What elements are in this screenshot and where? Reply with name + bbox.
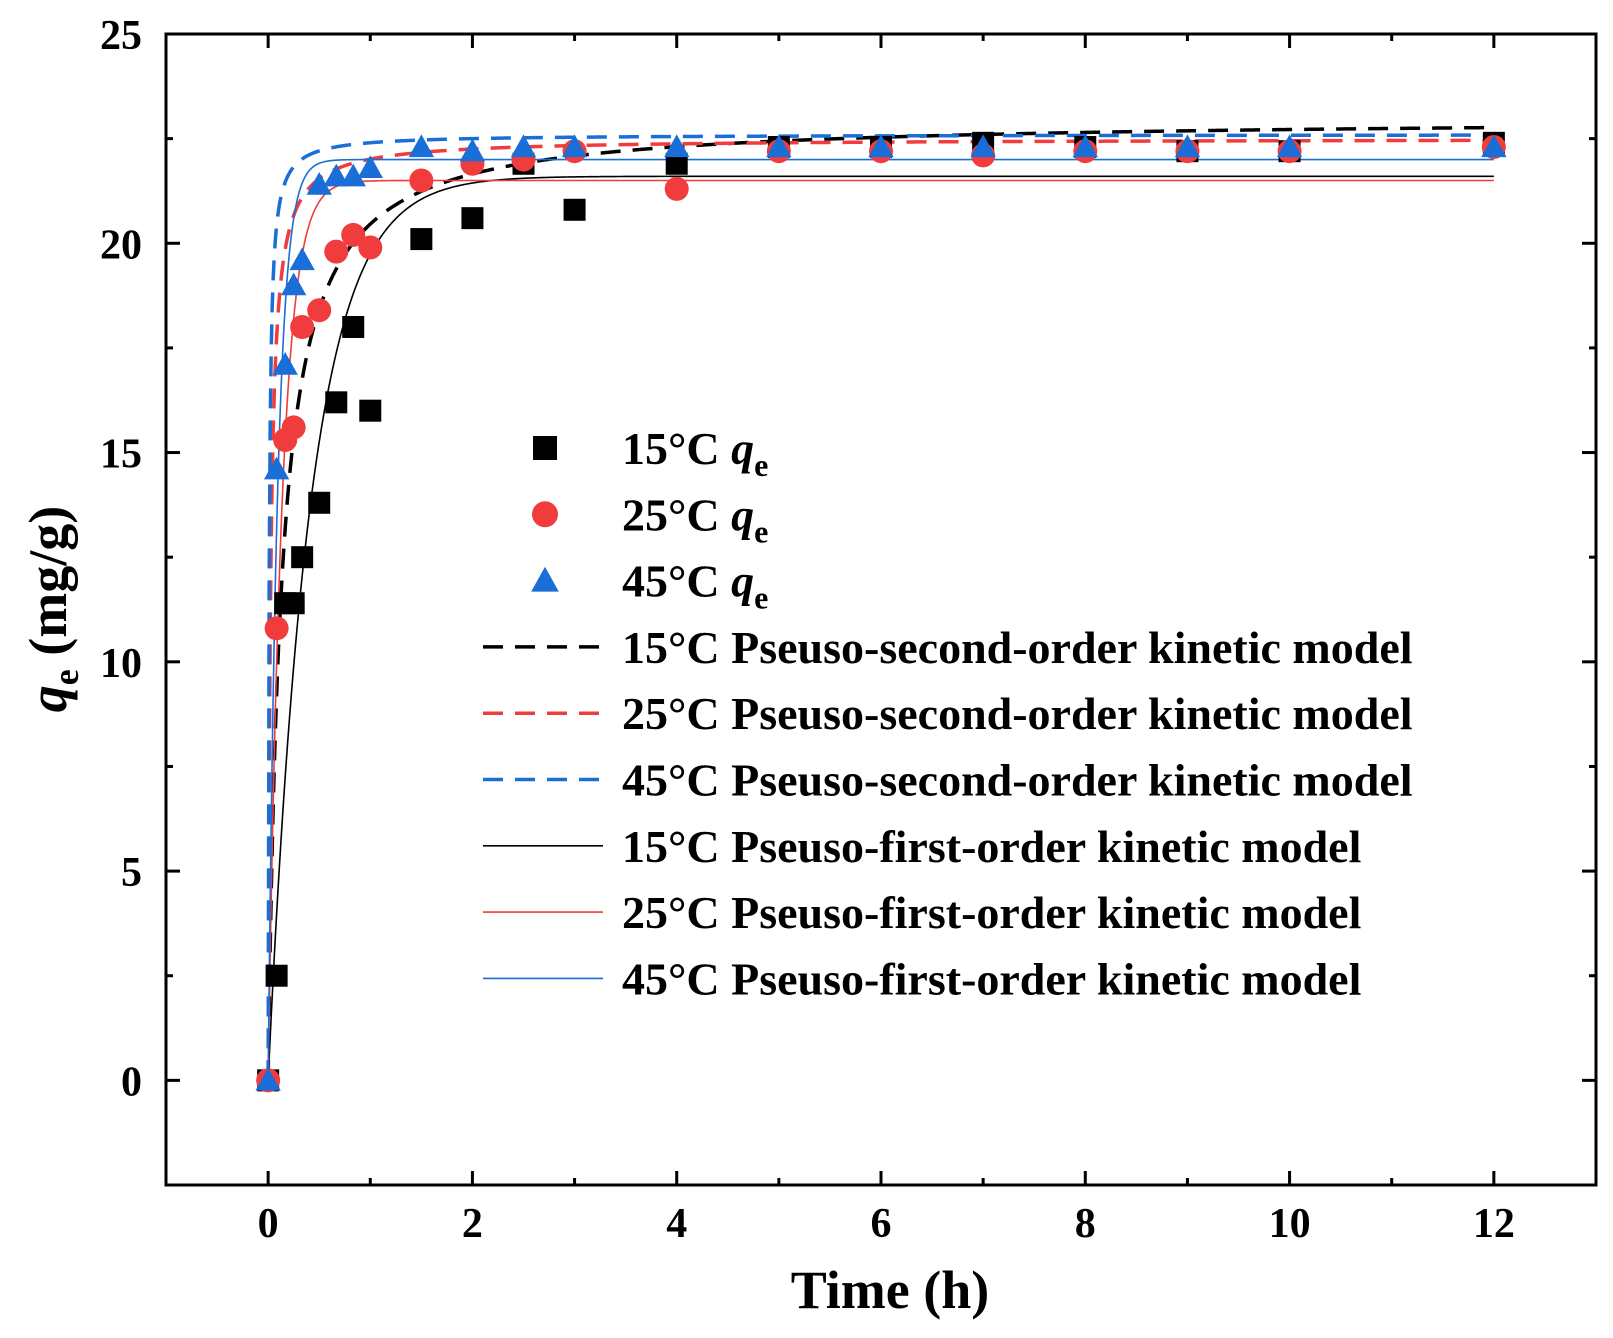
triangle-point xyxy=(1276,134,1303,158)
triangle-point xyxy=(766,134,792,158)
curve-pso-0 xyxy=(266,125,1494,1081)
triangle-point xyxy=(306,172,332,195)
triangle-point xyxy=(255,1067,281,1091)
y-axis-title: qe (mg/g) xyxy=(18,506,86,712)
x-tick-label: 12 xyxy=(1473,1201,1515,1247)
circle-point xyxy=(409,168,434,193)
x-tick-label: 8 xyxy=(1075,1201,1096,1247)
circle-point xyxy=(664,176,689,201)
curve-pso-2 xyxy=(266,133,1494,1081)
triangle-point xyxy=(289,247,315,271)
triangle-point xyxy=(340,163,366,187)
square-point xyxy=(410,228,433,251)
triangle-point xyxy=(408,134,435,158)
axis-ticks: 0 2 4 6 8 10 12 0 5 10 15 20 25 xyxy=(100,13,1598,1247)
legend-label: 45°C Pseuso-second-order kinetic model xyxy=(622,755,1413,806)
curve-pfo-4 xyxy=(267,179,1494,1081)
legend-label: 15°C Pseuso-first-order kinetic model xyxy=(622,821,1361,872)
y-tick-label: 10 xyxy=(100,641,142,687)
circle-point xyxy=(307,298,332,323)
plot-frame xyxy=(164,32,1598,1187)
triangle-point xyxy=(281,272,307,296)
legend-label: 15°C Pseuso-second-order kinetic model xyxy=(622,622,1413,673)
circle-point xyxy=(281,415,306,440)
y-tick-label: 0 xyxy=(121,1059,142,1105)
square-point xyxy=(563,198,586,221)
x-tick-label: 6 xyxy=(871,1201,892,1247)
legend-marker-circle xyxy=(532,501,558,528)
triangle-point xyxy=(263,456,290,480)
x-tick-label: 2 xyxy=(462,1201,483,1247)
circle-point xyxy=(324,239,349,264)
triangle-point xyxy=(510,134,537,158)
curve-pfo-5 xyxy=(267,158,1494,1081)
triangle-point xyxy=(1481,134,1507,158)
triangle-point xyxy=(561,134,588,158)
x-tick-label: 10 xyxy=(1269,1201,1311,1247)
legend-label: 45°C qe xyxy=(622,556,768,616)
legend-label: 25°C Pseuso-first-order kinetic model xyxy=(622,887,1361,938)
x-tick-label: 4 xyxy=(666,1201,687,1247)
data-points xyxy=(255,131,1507,1093)
square-point xyxy=(265,964,288,987)
legend-label: 25°C Pseuso-second-order kinetic model xyxy=(622,688,1413,739)
square-point xyxy=(282,592,305,615)
legend-marker-square xyxy=(533,436,557,460)
square-point xyxy=(291,546,314,569)
curve-pfo-3 xyxy=(267,175,1494,1081)
circle-point xyxy=(290,314,315,339)
square-point xyxy=(342,315,365,338)
x-axis-title: Time (h) xyxy=(791,1260,990,1320)
x-tick-label: 0 xyxy=(258,1201,279,1247)
circle-point xyxy=(358,235,383,260)
legend-label: 15°C qe xyxy=(622,423,768,483)
circle-point xyxy=(341,222,366,247)
square-point xyxy=(359,399,382,422)
y-tick-label: 15 xyxy=(100,432,142,478)
triangle-point xyxy=(1174,134,1201,158)
legend-label: 45°C Pseuso-first-order kinetic model xyxy=(622,953,1361,1004)
circle-point xyxy=(264,616,289,641)
triangle-point xyxy=(1072,134,1098,158)
triangle-point xyxy=(459,138,486,162)
triangle-point xyxy=(664,134,690,158)
triangle-point xyxy=(323,163,349,187)
y-tick-label: 20 xyxy=(100,222,142,268)
triangle-point xyxy=(868,134,894,158)
legend-label: 25°C qe xyxy=(622,489,768,549)
square-point xyxy=(665,152,688,175)
curve-pso-1 xyxy=(266,138,1494,1081)
triangle-point xyxy=(970,134,996,158)
triangle-point xyxy=(272,352,298,375)
y-tick-label: 5 xyxy=(121,850,142,896)
y-tick-label: 25 xyxy=(100,13,142,59)
square-point xyxy=(461,207,484,230)
legend-marker-triangle xyxy=(531,566,559,592)
square-point xyxy=(308,491,331,514)
triangle-point xyxy=(357,155,383,179)
square-point xyxy=(325,391,348,414)
